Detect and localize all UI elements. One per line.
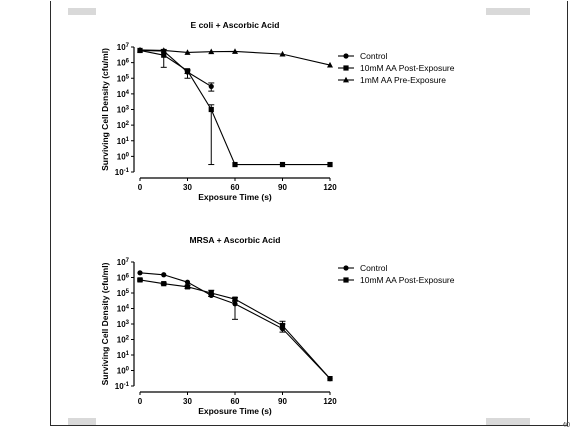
x-tick-label: 90 bbox=[278, 183, 287, 192]
data-point bbox=[232, 48, 238, 54]
x-tick-label: 30 bbox=[183, 183, 192, 192]
y-tick-label: 106 bbox=[117, 274, 130, 283]
data-point bbox=[327, 376, 333, 382]
y-tick-label: 106 bbox=[117, 59, 130, 68]
data-point bbox=[137, 46, 143, 53]
y-tick-label: 107 bbox=[117, 258, 130, 267]
series-line bbox=[139, 279, 331, 379]
y-tick-label: 10-1 bbox=[115, 382, 130, 391]
data-point bbox=[232, 161, 238, 168]
x-tick-label: 0 bbox=[138, 183, 143, 192]
x-tick-label: 30 bbox=[183, 397, 192, 406]
y-tick-label: 100 bbox=[117, 367, 130, 376]
y-tick-label: 103 bbox=[117, 320, 130, 329]
legend-item: 10mM AA Post-Exposure bbox=[338, 275, 455, 285]
legend-marker bbox=[343, 76, 349, 83]
data-point bbox=[279, 50, 286, 57]
legend-item: Control bbox=[338, 51, 388, 61]
series-line bbox=[139, 49, 212, 87]
legend-label: Control bbox=[360, 263, 388, 273]
decorative-tab-top-right bbox=[486, 8, 530, 15]
y-tick-label: 10-1 bbox=[115, 168, 130, 177]
data-point bbox=[208, 48, 215, 55]
legend-label: 10mM AA Post-Exposure bbox=[360, 63, 455, 73]
data-point bbox=[184, 279, 191, 285]
series-square bbox=[137, 277, 333, 382]
data-point bbox=[160, 47, 167, 53]
data-point bbox=[161, 272, 167, 278]
legend-label: 1mM AA Pre-Exposure bbox=[360, 75, 446, 85]
legend-item: Control bbox=[338, 263, 388, 273]
decorative-tab-top-left bbox=[68, 8, 96, 15]
chart-1: E coli + Ascorbic Acid 107 106 105 104 103 102… bbox=[100, 20, 455, 202]
decorative-tab-bottom-right bbox=[486, 418, 530, 425]
y-tick-label: 101 bbox=[117, 351, 130, 360]
data-point bbox=[327, 161, 333, 168]
legend-marker bbox=[343, 265, 349, 271]
decorative-tab-bottom-left bbox=[68, 418, 96, 425]
data-point bbox=[327, 61, 333, 68]
y-tick-label: 103 bbox=[117, 106, 130, 115]
data-point bbox=[232, 296, 238, 302]
data-point bbox=[208, 83, 214, 90]
data-point bbox=[137, 270, 143, 276]
data-point bbox=[279, 161, 286, 168]
legend-marker bbox=[343, 277, 349, 283]
data-point bbox=[279, 322, 286, 329]
x-axis-title: Exposure Time (s) bbox=[198, 192, 272, 202]
y-axis-title: Surviving Cell Density (cfu/ml) bbox=[100, 262, 110, 385]
legend-label: Control bbox=[360, 51, 388, 61]
y-tick-label: 105 bbox=[117, 289, 130, 298]
y-tick-label: 104 bbox=[117, 90, 130, 99]
slide-frame bbox=[50, 1, 568, 426]
y-axis-title: Surviving Cell Density (cfu/ml) bbox=[100, 48, 110, 171]
x-tick-label: 60 bbox=[231, 397, 240, 406]
legend-label: 10mM AA Post-Exposure bbox=[360, 275, 455, 285]
y-tick-label: 101 bbox=[117, 137, 130, 146]
y-tick-label: 102 bbox=[117, 336, 130, 345]
x-axis-title: Exposure Time (s) bbox=[198, 406, 272, 416]
x-tick-label: 120 bbox=[323, 397, 337, 406]
y-tick-label: 100 bbox=[117, 152, 130, 161]
x-tick-label: 60 bbox=[231, 183, 240, 192]
x-tick-label: 90 bbox=[278, 397, 287, 406]
page-number: 40 bbox=[562, 422, 570, 429]
legend-marker bbox=[343, 53, 349, 59]
series-line bbox=[139, 272, 331, 379]
data-point bbox=[184, 284, 191, 290]
y-tick-label: 104 bbox=[117, 305, 130, 314]
y-tick-label: 107 bbox=[117, 43, 130, 52]
series-square bbox=[137, 47, 333, 168]
data-point bbox=[232, 301, 238, 307]
series-line bbox=[139, 49, 330, 166]
x-tick-label: 120 bbox=[323, 183, 337, 192]
series-circle bbox=[137, 270, 333, 382]
data-point bbox=[161, 52, 167, 58]
legend-item: 1mM AA Pre-Exposure bbox=[338, 75, 446, 85]
legend-marker bbox=[343, 65, 349, 71]
data-point bbox=[208, 290, 214, 296]
series-circle bbox=[137, 47, 215, 92]
chart-title: MRSA + Ascorbic Acid bbox=[190, 235, 281, 245]
data-point bbox=[137, 277, 143, 283]
chart-title: E coli + Ascorbic Acid bbox=[191, 20, 280, 30]
legend-item: 10mM AA Post-Exposure bbox=[338, 63, 455, 73]
chart-2: MRSA + Ascorbic Acid 107 106 105 104 103 102 10… bbox=[100, 235, 455, 416]
data-point bbox=[208, 106, 214, 113]
data-point bbox=[184, 68, 191, 74]
data-point bbox=[184, 49, 191, 55]
y-tick-label: 105 bbox=[117, 74, 130, 83]
y-tick-label: 102 bbox=[117, 121, 130, 130]
series-triangle bbox=[137, 46, 333, 68]
x-tick-label: 0 bbox=[138, 397, 143, 406]
data-point bbox=[161, 281, 167, 287]
